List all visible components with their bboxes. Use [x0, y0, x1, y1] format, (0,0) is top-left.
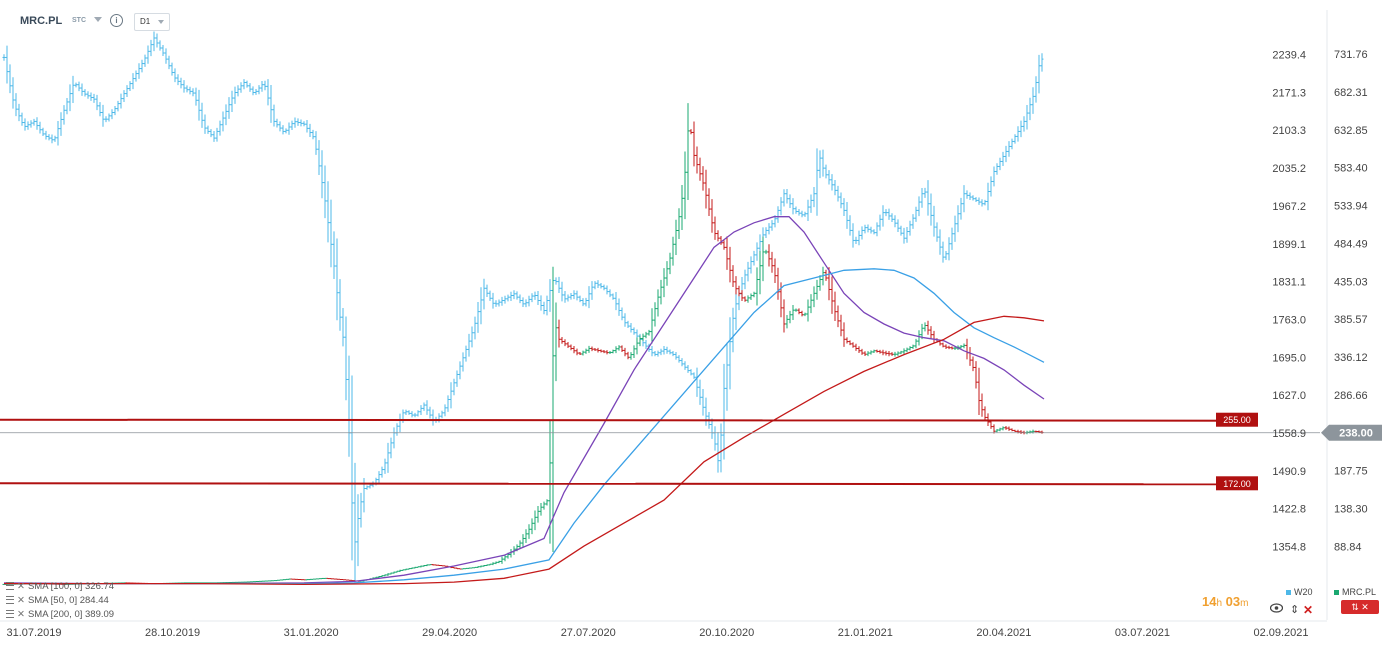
- indicator-label: SMA [100, 0] 326.74: [27, 581, 115, 592]
- right-tick-label: 484.49: [1334, 238, 1368, 250]
- right-tick-label: 731.76: [1334, 49, 1368, 61]
- date-tick-label: 03.07.2021: [1115, 627, 1170, 639]
- right-tick-label: 682.31: [1334, 87, 1368, 99]
- left-tick-label: 1558.9: [1272, 428, 1306, 440]
- level-label: 255.00: [1223, 415, 1251, 425]
- date-tick-label: 27.07.2020: [561, 627, 616, 639]
- legend-mrc[interactable]: MRC.PL: [1334, 587, 1376, 597]
- left-tick-label: 1967.2: [1272, 201, 1306, 213]
- indicator-label: SMA [200, 0] 389.09: [27, 609, 115, 620]
- candle-timer: 14h 03m: [1202, 594, 1248, 609]
- left-tick-label: 1627.0: [1272, 390, 1306, 402]
- level-line: [0, 418, 1259, 422]
- left-tick-label: 2035.2: [1272, 163, 1306, 175]
- legend-w20[interactable]: W20: [1286, 587, 1313, 597]
- reorder-icon[interactable]: ⇕: [1290, 604, 1300, 616]
- level-tag: [1216, 476, 1258, 491]
- info-icon[interactable]: i: [110, 14, 123, 27]
- right-tick-label: 336.12: [1334, 352, 1368, 364]
- left-tick-label: 2171.3: [1272, 87, 1306, 99]
- timeframe-select[interactable]: D1: [134, 13, 170, 31]
- close-icon[interactable]: ✕: [17, 609, 25, 620]
- right-tick-label: 583.40: [1334, 163, 1368, 175]
- timer-minutes: 03: [1225, 594, 1241, 609]
- date-tick-label: 28.10.2019: [145, 627, 200, 639]
- date-tick-label: 29.04.2020: [422, 627, 477, 639]
- left-tick-label: 1490.9: [1272, 466, 1306, 478]
- right-tick-label: 385.57: [1334, 314, 1368, 326]
- list-icon[interactable]: [6, 596, 14, 605]
- date-tick-label: 02.09.2021: [1253, 627, 1308, 639]
- left-tick-label: 1354.8: [1272, 542, 1306, 554]
- list-icon[interactable]: [6, 610, 14, 619]
- right-tick-label: 435.03: [1334, 276, 1368, 288]
- timeframe-value: D1: [140, 17, 151, 26]
- chart-header: MRC.PL STC i D1: [0, 0, 300, 40]
- chevron-down-icon[interactable]: [94, 17, 102, 22]
- date-tick-label: 20.04.2021: [976, 627, 1031, 639]
- right-tick-label: 138.30: [1334, 504, 1368, 516]
- date-tick-label: 21.01.2021: [838, 627, 893, 639]
- close-icon[interactable]: ✕: [17, 581, 25, 592]
- series-w20: [2, 31, 1044, 582]
- legend-swatch: [1334, 590, 1339, 596]
- legend-swatch: [1286, 590, 1291, 596]
- level-label: 172.00: [1223, 479, 1251, 489]
- timer-hours-unit: h: [1216, 598, 1223, 609]
- indicator-sma-100[interactable]: ✕ SMA [100, 0] 326.74: [6, 581, 114, 592]
- current-price-tag: [1321, 424, 1382, 441]
- left-tick-label: 1695.0: [1272, 352, 1306, 364]
- line-sma-100: [4, 268, 1045, 585]
- indicator-sma-50[interactable]: ✕ SMA [50, 0] 284.44: [6, 595, 109, 606]
- series-mrc-pl: [2, 103, 1044, 585]
- remove-icon[interactable]: ✕: [1303, 603, 1314, 617]
- date-tick-label: 31.01.2020: [284, 627, 339, 639]
- right-tick-label: 533.94: [1334, 201, 1368, 213]
- line-sma-50: [3, 216, 1045, 585]
- left-tick-label: 2103.3: [1272, 125, 1306, 137]
- left-tick-label: 2239.4: [1272, 50, 1306, 62]
- left-tick-label: 1831.1: [1272, 277, 1306, 289]
- left-tick-label: 1422.8: [1272, 504, 1306, 516]
- right-tick-label: 88.84: [1334, 542, 1362, 554]
- line-sma-200: [4, 315, 1045, 586]
- current-price-label: 238.00: [1339, 428, 1373, 440]
- timer-minutes-unit: m: [1240, 598, 1249, 609]
- legend-label: MRC.PL: [1342, 587, 1377, 597]
- eye-icon[interactable]: [1269, 603, 1284, 617]
- left-tick-label: 1763.0: [1272, 314, 1306, 326]
- instrument-type[interactable]: STC: [72, 17, 86, 24]
- chevron-down-icon: [158, 20, 164, 24]
- remove-comparison-button[interactable]: ⇅ ✕: [1341, 600, 1379, 614]
- level-line: [0, 482, 1259, 486]
- timer-hours: 14: [1202, 594, 1217, 609]
- list-icon[interactable]: [6, 582, 14, 591]
- close-icon[interactable]: ✕: [17, 595, 25, 606]
- symbol-label[interactable]: MRC.PL: [20, 15, 63, 27]
- level-tag: [1216, 412, 1258, 427]
- legend-label: W20: [1294, 587, 1313, 597]
- date-tick-label: 31.07.2019: [6, 627, 61, 639]
- right-tick-label: 632.85: [1334, 125, 1368, 137]
- left-tick-label: 1899.1: [1272, 239, 1306, 251]
- right-tick-label: 286.66: [1334, 390, 1368, 402]
- right-tick-label: 187.75: [1334, 466, 1368, 478]
- indicator-label: SMA [50, 0] 284.44: [27, 595, 109, 606]
- indicator-sma-200[interactable]: ✕ SMA [200, 0] 389.09: [6, 609, 114, 620]
- date-tick-label: 20.10.2020: [699, 627, 754, 639]
